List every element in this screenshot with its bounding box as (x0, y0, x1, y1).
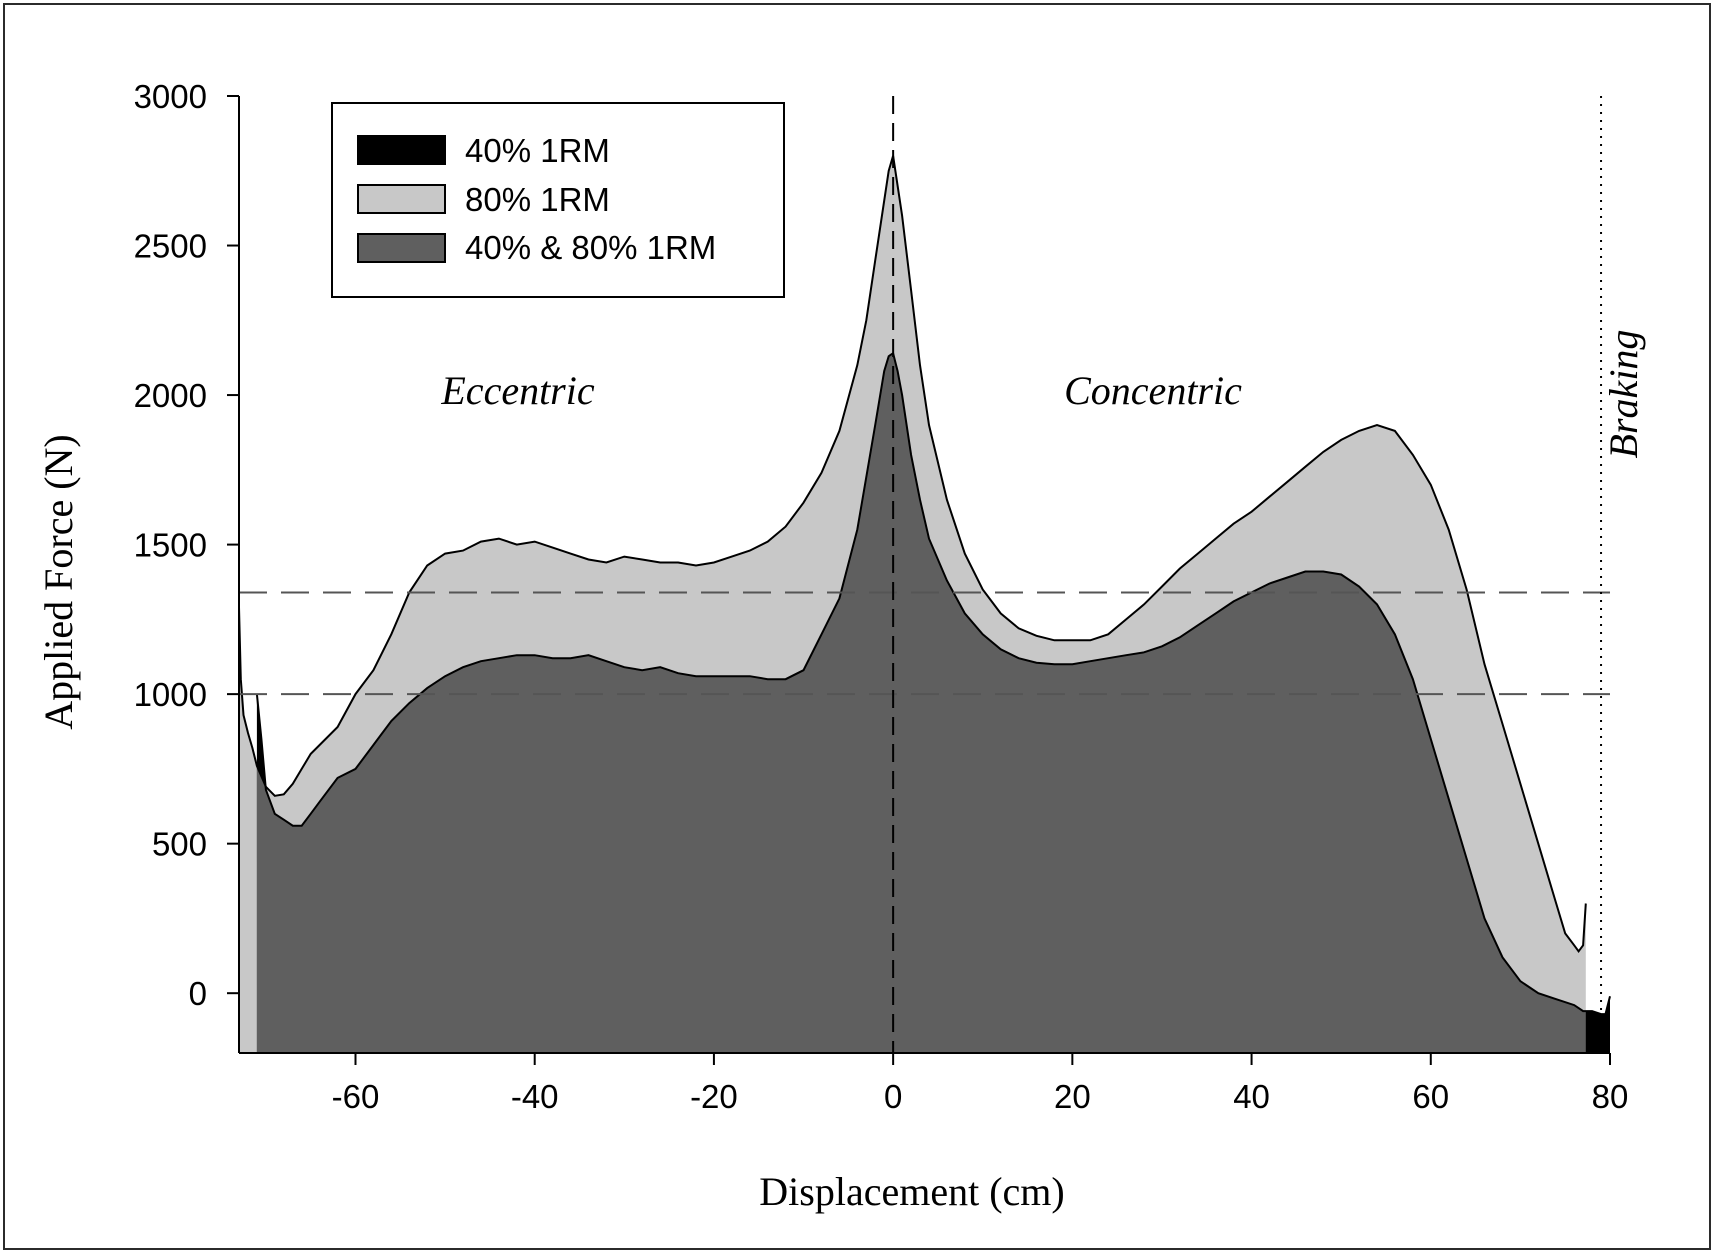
braking-label: Braking (1601, 330, 1646, 459)
line-40-1rm (255, 351, 1611, 1016)
y-tick-label-3000: 3000 (134, 78, 207, 115)
x-tick-label-60: 60 (1412, 1078, 1449, 1115)
y-tick-label-1000: 1000 (134, 676, 207, 713)
tick-labels: 0 500 1000 1500 2000 2500 3000 -60 -40 -20 0 20 40 60… (134, 78, 1629, 1115)
x-tick-label--60: -60 (332, 1078, 380, 1115)
legend-swatch-80 (357, 184, 446, 214)
reference-lines (239, 96, 1610, 1053)
x-tick-label-80: 80 (1592, 1078, 1629, 1115)
x-axis-title: Displacement (cm) (759, 1169, 1064, 1214)
y-tick-label-2000: 2000 (134, 377, 207, 414)
x-tick-label-0: 0 (884, 1078, 902, 1115)
legend-label-80: 80% 1RM (465, 181, 610, 218)
legend-label-both: 40% & 80% 1RM (465, 229, 716, 266)
legend-label-40: 40% 1RM (465, 132, 610, 169)
concentric-label: Concentric (1064, 368, 1242, 413)
y-tick-label-1500: 1500 (134, 527, 207, 564)
legend: 40% 1RM 80% 1RM 40% & 80% 1RM (331, 102, 785, 298)
y-tick-label-0: 0 (189, 975, 207, 1012)
y-tick-label-500: 500 (152, 826, 207, 863)
legend-swatch-both (357, 233, 446, 263)
y-tick-label-2500: 2500 (134, 228, 207, 265)
x-tick-label-20: 20 (1054, 1078, 1091, 1115)
legend-swatch-40 (357, 135, 446, 165)
axes (227, 95, 1611, 1065)
line-80-1rm (238, 155, 1587, 953)
x-tick-label--20: -20 (690, 1078, 738, 1115)
eccentric-label: Eccentric (440, 368, 594, 413)
x-tick-label-40: 40 (1233, 1078, 1270, 1115)
y-axis-title: Applied Force (N) (36, 434, 81, 729)
x-tick-label--40: -40 (511, 1078, 559, 1115)
plot-areas (238, 155, 1611, 1054)
area-overlap (256, 353, 1586, 1053)
